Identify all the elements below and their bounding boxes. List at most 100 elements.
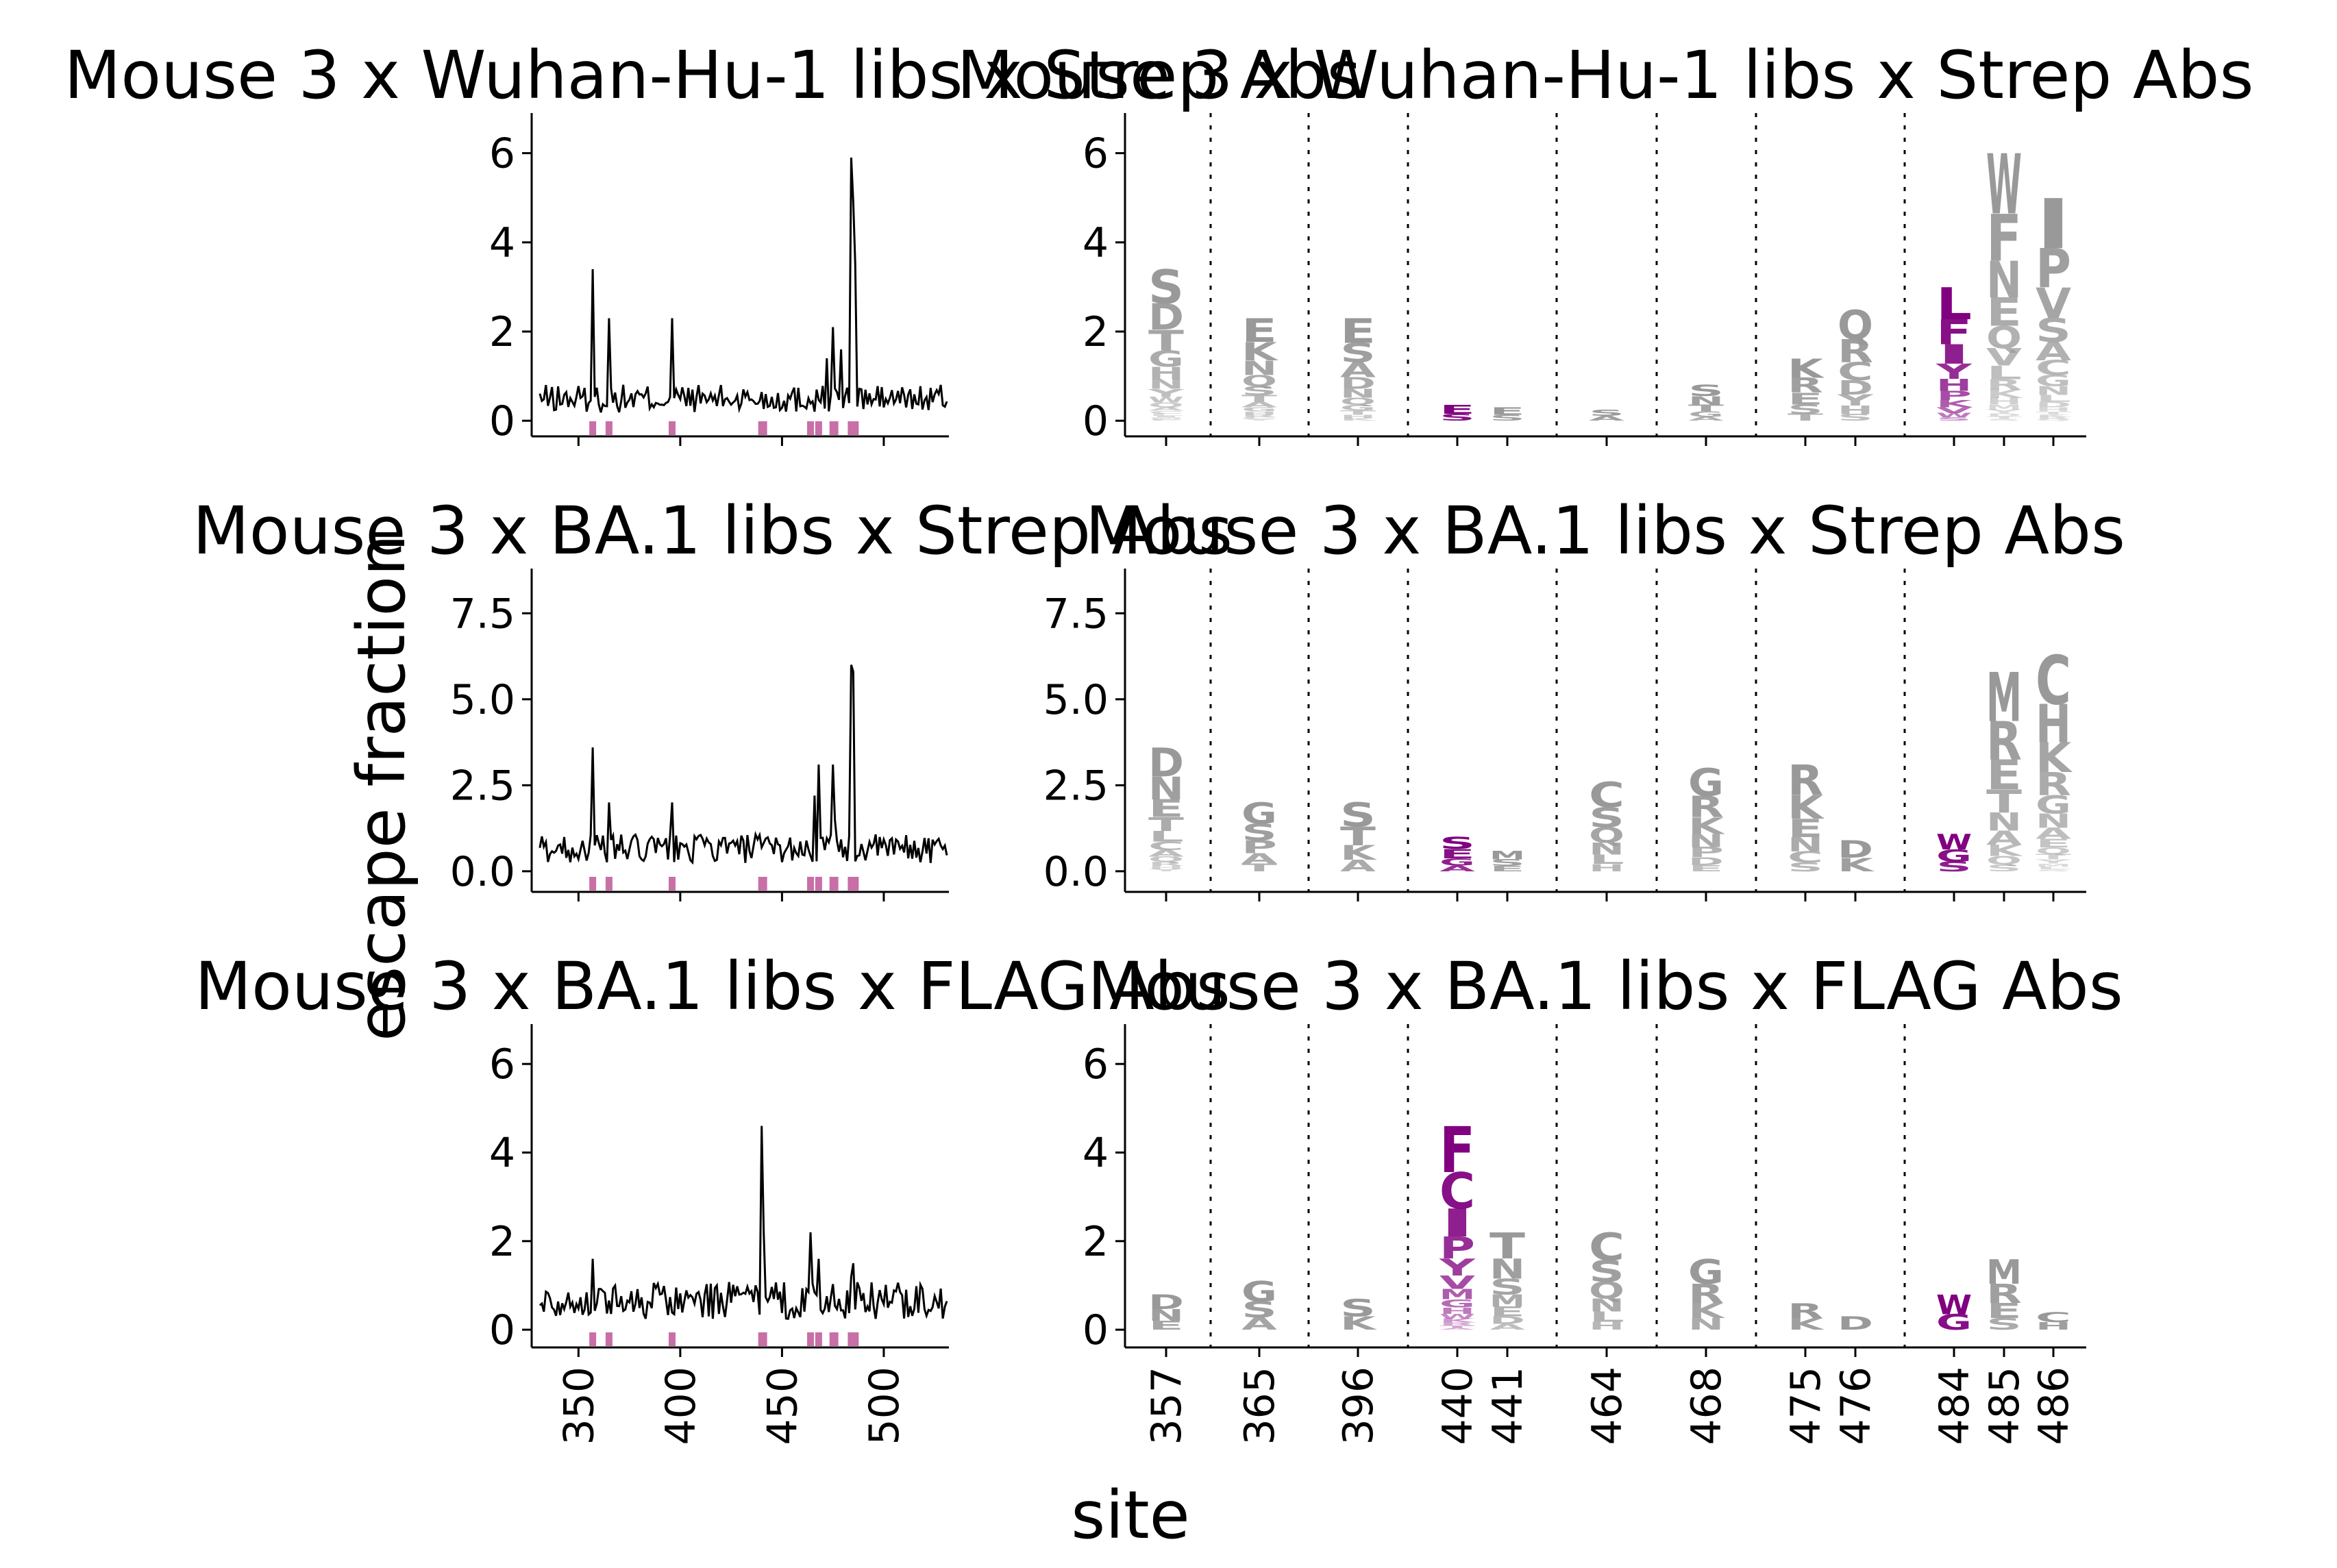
logo-letter: Q xyxy=(1148,401,1184,409)
logo-y-tick-label: 5.0 xyxy=(1043,676,1109,724)
logo-letter: C xyxy=(1589,776,1624,816)
line-x-tick-label: 500 xyxy=(861,1367,908,1445)
logo-y-tick-label: 2.5 xyxy=(1043,762,1109,810)
logo-letter: A xyxy=(1439,864,1476,873)
logo-letter: N xyxy=(1788,834,1823,856)
logo-y-tick-label: 4 xyxy=(1083,1130,1109,1178)
logo-letter: S xyxy=(1241,384,1277,398)
logo-letter: W xyxy=(1148,395,1184,405)
logo-letter: V xyxy=(1936,406,1973,415)
logo-letter: P xyxy=(1936,388,1972,403)
logo-letter: V xyxy=(2036,280,2071,329)
logo-letter: Y xyxy=(1836,392,1875,410)
logo-letter: W xyxy=(1986,138,2022,234)
logo-letter: K xyxy=(2036,414,2073,418)
logo-letter: S xyxy=(1439,834,1475,853)
logo-letter: D xyxy=(2036,401,2071,409)
logo-letter: T xyxy=(1241,393,1278,404)
logo-letter: K xyxy=(1788,1315,1825,1334)
logo-letter: D xyxy=(1148,297,1184,339)
highlight-site-mark xyxy=(668,421,676,435)
logo-letter: Y xyxy=(1439,1254,1476,1282)
highlight-site-mark xyxy=(831,877,839,891)
line-x-tick-label: 400 xyxy=(657,1367,705,1445)
logo-letter: R xyxy=(1439,1322,1475,1327)
logo-letter: P xyxy=(1241,837,1277,858)
logo-letter: K xyxy=(1688,813,1726,839)
logo-letter: K xyxy=(1788,788,1825,826)
logo-letter: M xyxy=(2036,863,2071,868)
y-axis-label: escape fraction xyxy=(343,534,420,1041)
logo-letter: M xyxy=(1986,660,2022,737)
logo-letter: H xyxy=(1838,403,1873,417)
logo-letter: N xyxy=(1148,771,1184,807)
logo-x-tick-label: 440 xyxy=(1434,1367,1482,1445)
logo-letter: A xyxy=(1148,849,1185,859)
logo-y-tick-label: 0 xyxy=(1083,397,1109,445)
logo-letter: C xyxy=(2036,357,2071,380)
logo-letter: P xyxy=(1688,844,1724,860)
highlight-site-mark xyxy=(852,877,859,891)
logo-letter: H xyxy=(1148,363,1184,383)
logo-letter: C xyxy=(1148,840,1184,853)
logo-letter: N xyxy=(2036,810,2071,832)
line-panel-title: Mouse 3 x BA.1 libs x FLAG Abs xyxy=(195,948,1230,1025)
logo-letter: L xyxy=(1148,828,1184,845)
logo-y-tick-label: 2 xyxy=(1083,1218,1109,1266)
line-y-tick-label: 0.0 xyxy=(450,848,515,896)
logo-letter: N xyxy=(1148,377,1184,393)
logo-letter: G xyxy=(1241,1276,1277,1309)
logo-letter: K xyxy=(1986,388,2024,401)
logo-letter: R xyxy=(2036,416,2071,420)
logo-letter: S xyxy=(1340,796,1376,834)
logo-panel-title: Mouse 3 x Wuhan-Hu-1 libs x Strep Abs xyxy=(957,37,2254,114)
logo-letter: H xyxy=(1589,862,1624,874)
logo-letter: A xyxy=(1439,1328,1475,1330)
logo-letter: Y xyxy=(1147,387,1185,399)
logo-letter: D xyxy=(1688,855,1724,867)
logo-letter: G xyxy=(1439,1297,1475,1310)
logo-letter: E xyxy=(1688,864,1724,873)
logo-letter: R xyxy=(1986,376,2022,393)
logo-letter: S xyxy=(1340,1294,1376,1321)
logo-letter: A xyxy=(1340,358,1376,382)
logo-letter: Q xyxy=(1148,856,1184,864)
logo-x-tick-label: 485 xyxy=(1981,1367,2029,1445)
logo-letter: Q xyxy=(1589,823,1624,848)
logo-letter: Q xyxy=(1340,396,1376,407)
logo-letter: W xyxy=(1936,830,1972,854)
highlight-site-mark xyxy=(806,1332,814,1346)
highlight-site-mark xyxy=(668,877,676,891)
logo-letter: I xyxy=(2036,185,2071,264)
logo-letter: C xyxy=(1148,410,1184,415)
logo-letter: M xyxy=(1986,1252,2022,1291)
logo-letter: T xyxy=(1788,412,1823,423)
logo-letter: A xyxy=(1489,1323,1526,1332)
logo-letter: Y xyxy=(1935,360,1972,384)
logo-letter: S xyxy=(1986,419,2022,421)
logo-letter: S xyxy=(1936,859,1972,874)
logo-letter: K xyxy=(2036,735,2073,782)
logo-letter: G xyxy=(1340,403,1376,412)
highlight-site-mark xyxy=(831,1332,839,1346)
logo-letter: M xyxy=(1148,417,1184,419)
line-x-tick-label: 350 xyxy=(555,1367,603,1445)
logo-letter: H xyxy=(2036,694,2071,755)
logo-letter: S xyxy=(1788,860,1823,874)
logo-letter: E xyxy=(1986,290,2022,335)
logo-letter: N xyxy=(1986,251,2022,309)
logo-letter: R xyxy=(1838,333,1873,370)
logo-letter: E xyxy=(1148,419,1184,420)
logo-x-tick-label: 484 xyxy=(1931,1367,1979,1445)
logo-letter: W xyxy=(1936,1289,1972,1321)
logo-letter: F xyxy=(1439,1115,1475,1188)
logo-letter: R xyxy=(1788,374,1823,398)
logo-letter: R xyxy=(1986,711,2022,772)
logo-letter: P xyxy=(1439,1231,1475,1266)
logo-letter: A xyxy=(1241,1314,1278,1334)
highlight-site-mark xyxy=(589,1332,597,1346)
logo-letter: H xyxy=(2036,406,2071,413)
logo-letter: H xyxy=(1241,410,1277,416)
highlight-site-mark xyxy=(806,421,814,435)
